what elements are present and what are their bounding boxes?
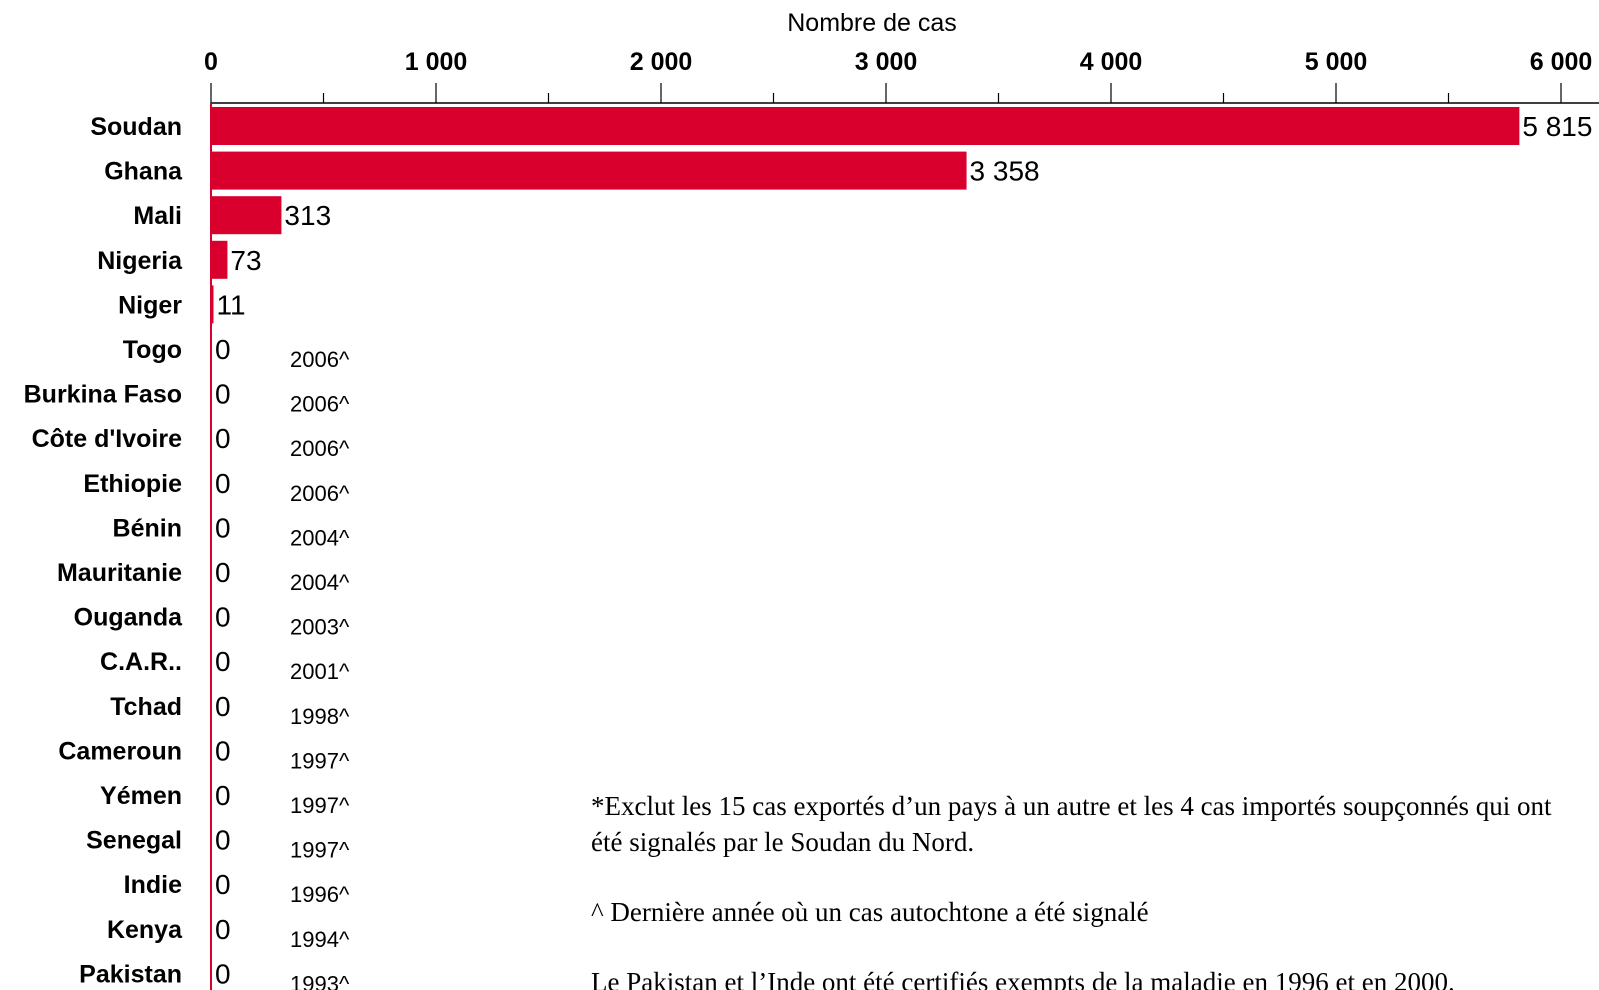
value-label: 0 [215,914,231,945]
bar [211,419,212,458]
last-year-label: 2006^ [290,436,350,461]
category-label: Mali [133,202,182,230]
value-label: 0 [215,869,231,900]
value-label: 0 [215,780,231,811]
last-year-label: 1994^ [290,927,350,952]
value-label: 0 [215,825,231,856]
last-year-label: 2001^ [290,659,350,684]
footnote-exclusion-line-1: *Exclut les 15 cas exportés d’un pays à … [591,791,1552,821]
value-labels: 5 815 3 358 313 73 11 0 0 0 0 0 0 0 0 0 0 0 0 0 0 0 [215,111,1592,989]
x-tick-label: 0 [204,48,218,76]
bar [211,240,228,279]
last-year-label: 2004^ [290,525,350,550]
value-label: 0 [215,468,231,499]
bar [211,865,212,904]
bar [211,776,212,814]
value-label: 0 [215,334,231,365]
category-label: Pakistan [79,960,182,988]
bar [211,909,212,948]
value-label: 0 [215,691,231,722]
value-label: 313 [284,200,331,231]
value-label: 0 [215,512,231,543]
last-year-labels: 2006^ 2006^ 2006^ 2006^ 2004^ 2004^ 2003^ 2001^… [290,347,350,990]
last-year-label: 2006^ [290,481,350,506]
category-label: Soudan [90,113,182,141]
category-label: Niger [118,291,182,319]
category-label: Cameroun [58,737,182,765]
category-label: Togo [123,336,182,364]
bar [211,731,212,770]
last-year-label: 2003^ [290,615,350,640]
last-year-label: 1997^ [290,838,350,863]
bar [211,107,1520,145]
category-label: Yémen [100,782,182,810]
last-year-label: 2006^ [290,347,350,372]
value-label: 0 [215,423,231,454]
category-label: Kenya [107,916,183,944]
category-label: Côte d'Ivoire [32,425,183,453]
category-label: Ethiopie [83,470,182,498]
x-tick-label: 1 000 [405,48,468,76]
footnote-caret: ^ Dernière année où un cas autochtone a … [591,897,1149,927]
last-year-label: 1998^ [290,704,350,729]
bar [211,196,282,235]
x-axis: 0 1 000 2 000 3 000 4 000 5 000 6 000 [204,48,1599,104]
value-label: 0 [215,379,231,410]
last-year-label: 2004^ [290,570,350,595]
bar [211,151,967,190]
bar [211,508,212,547]
x-tick-label: 4 000 [1080,48,1143,76]
x-tick-label: 2 000 [630,48,693,76]
footnotes: *Exclut les 15 cas exportés d’un pays à … [591,788,1599,990]
bar [211,820,212,859]
category-label: Ouganda [74,604,183,632]
x-axis-title: Nombre de cas [787,9,957,37]
category-label: Senegal [86,827,182,855]
bar [211,330,212,368]
x-tick-label: 3 000 [855,48,918,76]
value-label: 11 [216,289,245,320]
value-label: 73 [230,245,261,276]
value-label: 0 [215,735,231,766]
category-label: C.A.R.. [100,648,182,676]
footnote-exclusion-line-2: été signalés par le Soudan du Nord. [591,827,975,857]
value-label: 0 [215,958,231,989]
value-label: 0 [215,646,231,677]
last-year-label: 1997^ [290,748,350,773]
category-label: Burkina Faso [24,381,182,409]
bar [211,553,212,591]
category-label: Mauritanie [57,559,182,587]
value-label: 0 [215,557,231,588]
last-year-label: 1997^ [290,793,350,818]
bars [210,103,1520,990]
bar [211,686,212,725]
category-label: Tchad [110,693,182,721]
category-label: Indie [124,871,182,899]
value-label: 0 [215,602,231,633]
x-tick-label: 6 000 [1530,48,1593,76]
x-tick-label: 5 000 [1305,48,1368,76]
bar [211,954,212,990]
bar [211,642,212,681]
category-label: Bénin [113,514,182,542]
last-year-label: 1996^ [290,882,350,907]
value-label: 5 815 [1522,111,1592,142]
last-year-label: 2006^ [290,392,350,417]
category-labels: Soudan Ghana Mali Nigeria Niger Togo Burkina F… [24,113,183,988]
bar [211,597,212,636]
value-label: 3 358 [970,156,1040,187]
category-label: Ghana [104,158,183,186]
bar [211,285,214,324]
footnote-certification: Le Pakistan et l’Inde ont été certifiés … [591,967,1455,990]
bar [211,463,212,502]
bar [211,374,212,413]
last-year-label: 1993^ [290,971,350,990]
category-label: Nigeria [97,247,183,275]
